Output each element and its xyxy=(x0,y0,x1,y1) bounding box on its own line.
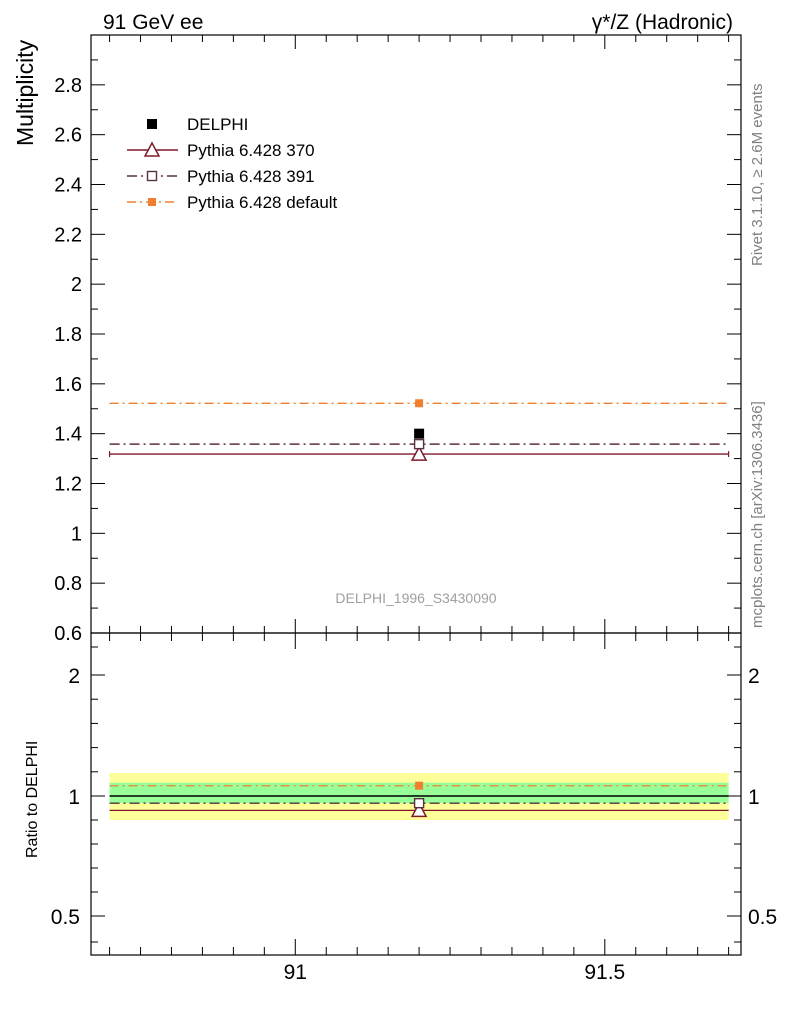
ratio-panel-y-tick-labels: 0.5 0.5 1 1 2 2 xyxy=(51,665,777,929)
data-point-2 xyxy=(413,438,425,450)
x-tick-label: 91 xyxy=(284,961,307,984)
x-tick-label: 91.5 xyxy=(584,961,625,984)
ratio-point-2 xyxy=(413,798,425,809)
main-panel-y-tick-labels: 0.6 0.8 1 1.2 1.4 1.6 1.8 2 2.2 2.4 2.6 2.8 xyxy=(54,75,82,645)
data-point-3 xyxy=(415,399,424,408)
legend-item-2: Pythia 6.428 391 xyxy=(127,167,315,186)
ratio-inner-band xyxy=(109,782,729,804)
legend-marker xyxy=(146,170,158,182)
legend-item-0: DELPHI xyxy=(147,115,248,134)
main-y-tick-label: 1.4 xyxy=(54,424,82,446)
main-y-tick-label: 1.2 xyxy=(54,474,82,496)
main-y-tick-label: 1 xyxy=(71,523,82,545)
data-point-1 xyxy=(410,445,428,461)
ratio-y-tick-label-left: 0.5 xyxy=(51,906,80,929)
main-y-tick-label: 2.2 xyxy=(54,224,82,246)
legend-label: Pythia 6.428 default xyxy=(187,193,338,212)
legend-marker xyxy=(147,119,157,129)
ratio-panel-series xyxy=(109,781,729,818)
main-panel-area xyxy=(91,35,741,633)
legend-marker xyxy=(148,198,156,206)
main-y-tick-label: 2.8 xyxy=(54,75,82,97)
ratio-panel-frame xyxy=(90,632,742,956)
legend-label: DELPHI xyxy=(187,115,248,134)
main-y-tick-label: 2.6 xyxy=(54,125,82,147)
rivet-version-label: Rivet 3.1.10, ≥ 2.6M events xyxy=(749,84,766,267)
main-y-tick-label: 2.4 xyxy=(54,175,82,197)
ratio-y-tick-label-right: 2 xyxy=(748,665,760,688)
ratio-panel-axes xyxy=(90,632,742,956)
ratio-point-1 xyxy=(410,801,428,818)
ratio-y-axis-label: Ratio to DELPHI xyxy=(24,741,41,858)
legend-item-3: Pythia 6.428 default xyxy=(127,193,338,212)
legend-item-1: Pythia 6.428 370 xyxy=(127,141,315,160)
header-left-label: 91 GeV ee xyxy=(103,11,203,34)
mcplots-reference-label: mcplots.cern.ch [arXiv:1306.3436] xyxy=(749,401,766,628)
data-point-0 xyxy=(414,428,425,439)
header-right-label: γ*/Z (Hadronic) xyxy=(592,11,733,34)
legend-label: Pythia 6.428 370 xyxy=(187,141,315,160)
main-panel-background xyxy=(91,35,741,633)
legend-label: Pythia 6.428 391 xyxy=(187,167,315,186)
main-y-tick-label: 1.8 xyxy=(54,324,82,346)
main-y-tick-label: 2 xyxy=(71,274,82,296)
main-y-tick-label: 0.6 xyxy=(54,623,82,645)
ratio-y-tick-label-left: 2 xyxy=(68,665,80,688)
main-y-axis-label: Multiplicity xyxy=(12,39,38,146)
ratio-y-tick-label-left: 1 xyxy=(68,786,80,809)
ratio-panel-x-tick-labels: 91 91.5 xyxy=(284,961,626,984)
analysis-id-label: DELPHI_1996_S3430090 xyxy=(335,590,496,606)
ratio-y-tick-label-right: 0.5 xyxy=(748,906,777,929)
ratio-y-tick-label-right: 1 xyxy=(748,786,760,809)
ratio-point-3 xyxy=(415,781,424,790)
main-y-tick-label: 0.8 xyxy=(54,573,82,595)
legend: DELPHI Pythia 6.428 370 Pythia 6.428 391 Py… xyxy=(127,115,338,212)
main-y-tick-label: 1.6 xyxy=(54,374,82,396)
legend-marker xyxy=(143,141,161,157)
main-panel-series xyxy=(108,399,730,461)
